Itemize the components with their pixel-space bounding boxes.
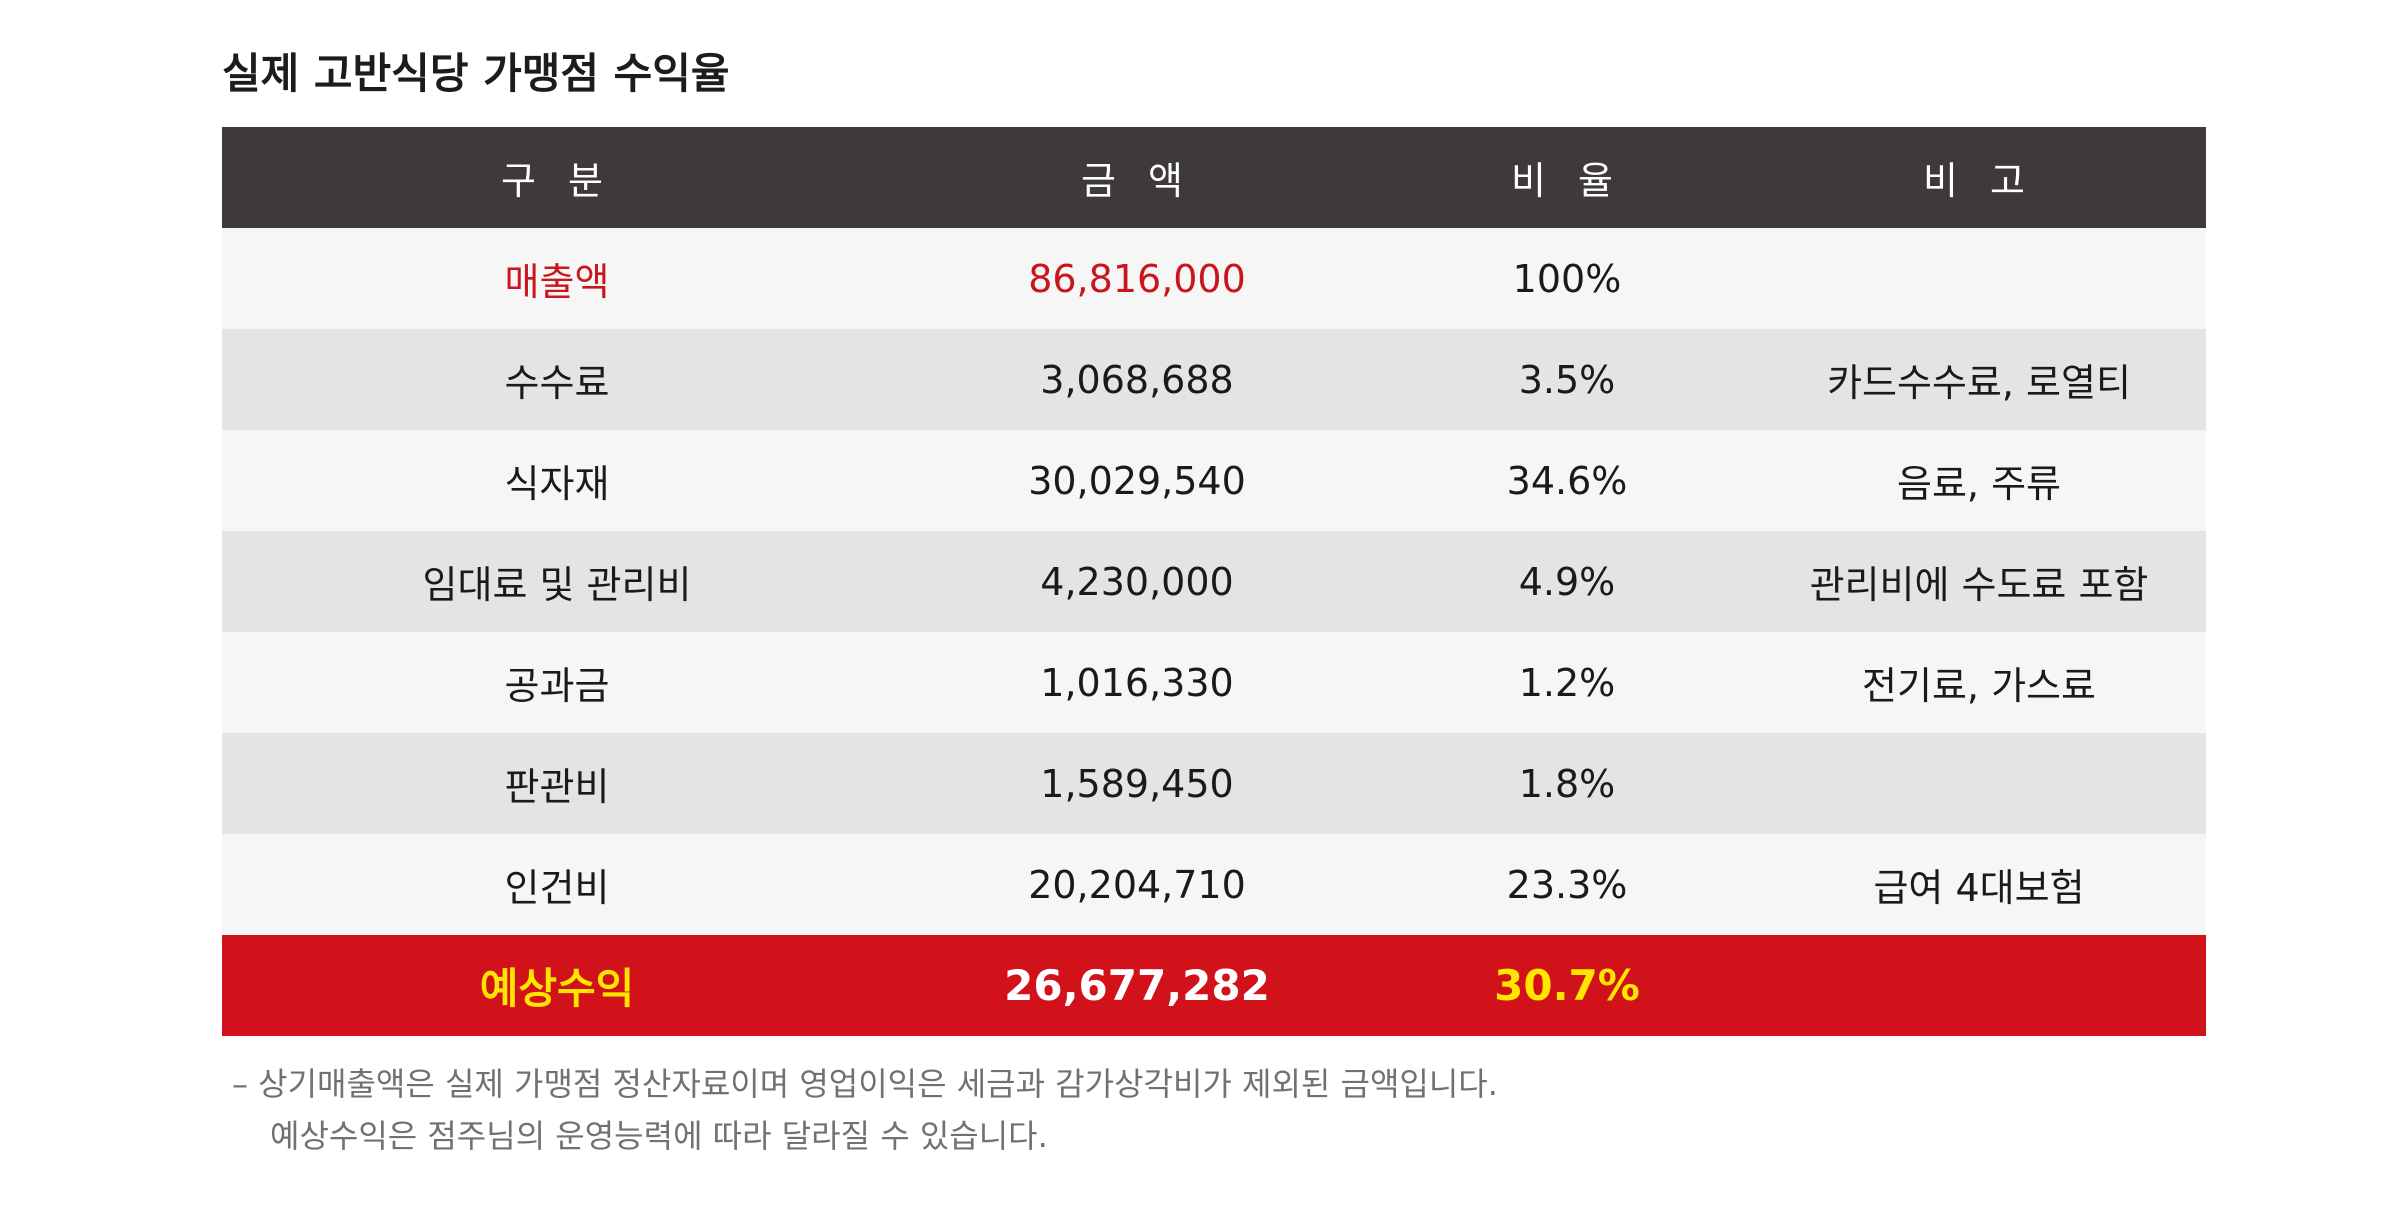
table-row: 매출액 86,816,000 100% (222, 228, 2206, 329)
footnote: – 상기매출액은 실제 가맹점 정산자료이며 영업이익은 세금과 감가상각비가 … (232, 1058, 1498, 1162)
table-row: 공과금 1,016,330 1.2% 전기료, 가스료 (222, 632, 2206, 733)
row-amount: 20,204,710 (1028, 862, 1246, 907)
row-ratio: 34.6% (1506, 458, 1628, 503)
row-category: 인건비 (504, 866, 610, 910)
profit-table: 구 분 금 액 비 율 비 고 매출액 86,816,000 100% 수수료 … (222, 127, 2206, 1036)
row-ratio: 100% (1512, 256, 1622, 301)
header-ratio: 비 율 (1511, 159, 1623, 203)
header-amount: 금 액 (1081, 159, 1193, 203)
row-note: 카드수수료, 로열티 (1827, 361, 2131, 405)
row-ratio: 4.9% (1518, 559, 1616, 604)
total-ratio: 30.7% (1494, 961, 1640, 1010)
row-category: 매출액 (504, 260, 610, 304)
row-category: 판관비 (504, 765, 610, 809)
row-amount: 4,230,000 (1040, 559, 1234, 604)
row-category: 공과금 (504, 664, 610, 708)
table-row: 수수료 3,068,688 3.5% 카드수수료, 로열티 (222, 329, 2206, 430)
row-ratio: 3.5% (1518, 357, 1616, 402)
table-header: 구 분 금 액 비 율 비 고 (222, 127, 2206, 228)
total-row: 예상수익 26,677,282 30.7% (222, 935, 2206, 1036)
header-note: 비 고 (1923, 159, 2035, 203)
total-category: 예상수익 (479, 964, 635, 1013)
row-ratio: 1.8% (1518, 761, 1616, 806)
row-amount: 30,029,540 (1028, 458, 1246, 503)
footnote-line-2: 예상수익은 점주님의 운영능력에 따라 달라질 수 있습니다. (270, 1117, 1048, 1155)
row-category: 식자재 (504, 462, 610, 506)
row-category: 수수료 (504, 361, 610, 405)
page-title: 실제 고반식당 가맹점 수익율 (222, 49, 730, 98)
table-row: 식자재 30,029,540 34.6% 음료, 주류 (222, 430, 2206, 531)
table-row: 임대료 및 관리비 4,230,000 4.9% 관리비에 수도료 포함 (222, 531, 2206, 632)
row-note: 급여 4대보험 (1873, 866, 2085, 910)
footnote-line-1: – 상기매출액은 실제 가맹점 정산자료이며 영업이익은 세금과 감가상각비가 … (232, 1065, 1498, 1103)
total-amount: 26,677,282 (1004, 961, 1270, 1010)
row-amount: 86,816,000 (1028, 256, 1246, 301)
row-ratio: 1.2% (1518, 660, 1616, 705)
table-row: 인건비 20,204,710 23.3% 급여 4대보험 (222, 834, 2206, 935)
row-note: 음료, 주류 (1897, 462, 2061, 506)
row-note: 관리비에 수도료 포함 (1809, 563, 2149, 607)
row-amount: 3,068,688 (1040, 357, 1234, 402)
row-ratio: 23.3% (1506, 862, 1628, 907)
header-category: 구 분 (501, 159, 613, 203)
table-row: 판관비 1,589,450 1.8% (222, 733, 2206, 834)
row-note: 전기료, 가스료 (1862, 664, 2096, 708)
row-category: 임대료 및 관리비 (422, 563, 692, 607)
row-amount: 1,016,330 (1040, 660, 1234, 705)
row-amount: 1,589,450 (1040, 761, 1234, 806)
